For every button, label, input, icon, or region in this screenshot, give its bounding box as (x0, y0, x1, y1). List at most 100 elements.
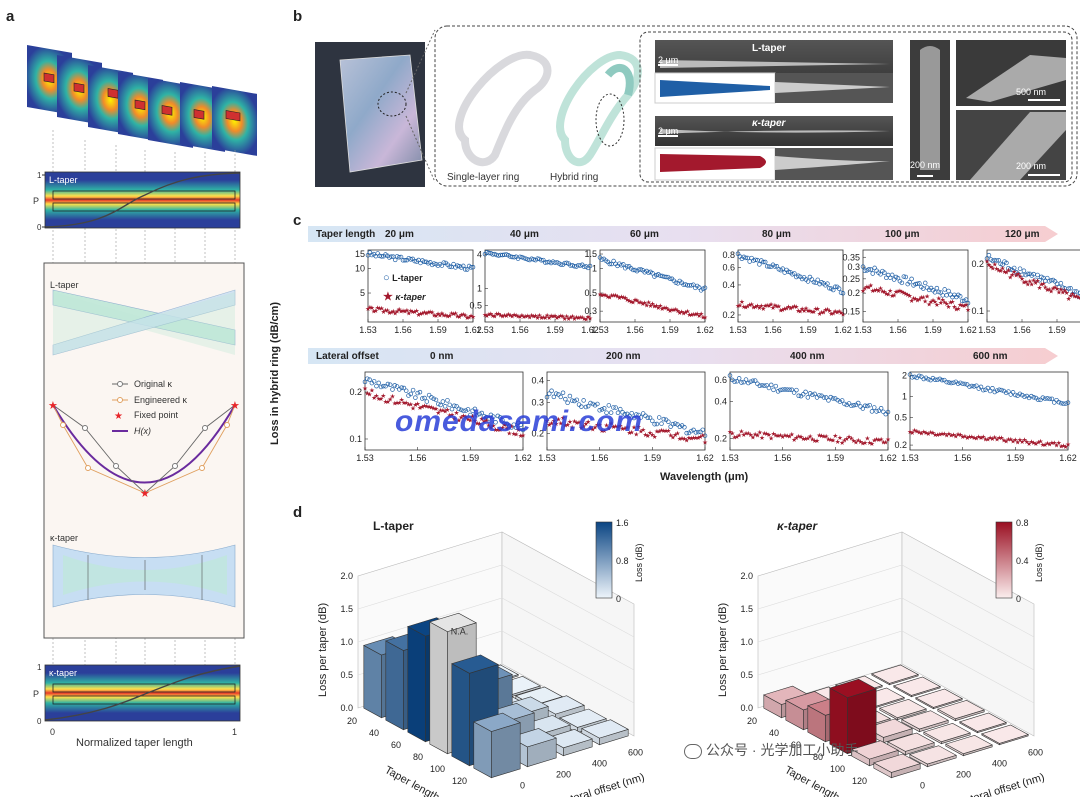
l-taper-point (762, 259, 768, 265)
k-taper-point: ★ (414, 307, 420, 315)
k-taper-point: ★ (525, 312, 531, 320)
k-taper-point: ★ (438, 407, 444, 415)
k-taper-point: ★ (679, 435, 685, 443)
l-taper-point (1008, 267, 1013, 272)
k-taper-point: ★ (506, 430, 512, 438)
l-taper-point (828, 394, 834, 400)
k-taper-point: ★ (576, 418, 582, 426)
k-taper-point: ★ (503, 312, 509, 320)
x-tick-1: 1 (232, 727, 237, 737)
l-taper-point (408, 257, 414, 262)
l-taper-point (1029, 393, 1034, 399)
l-taper-point (958, 380, 963, 386)
k-taper-point: ★ (1033, 440, 1039, 448)
k-taper-point: ★ (880, 288, 886, 296)
k-taper-point: ★ (813, 305, 819, 313)
k-taper-point: ★ (992, 261, 998, 269)
l-taper-point (1072, 289, 1077, 294)
xtick: 1.56 (774, 453, 792, 463)
k-taper-point: ★ (663, 304, 669, 312)
k-taper-point: ★ (615, 423, 621, 431)
k-taper-point: ★ (583, 316, 589, 324)
l-taper-point (387, 382, 393, 387)
k-taper-point: ★ (796, 432, 802, 440)
l-taper-point (654, 421, 660, 427)
k-taper-point: ★ (839, 439, 845, 447)
k-taper-point: ★ (392, 309, 398, 317)
l-taper-point (909, 276, 914, 282)
l-taper-point (803, 389, 808, 395)
l-taper-point (567, 393, 573, 399)
k-taper-point: ★ (992, 434, 998, 442)
k-taper-point: ★ (876, 287, 882, 295)
k-taper-point: ★ (390, 308, 396, 316)
l-taper-point (379, 254, 384, 259)
l-taper-point (682, 425, 687, 430)
l-taper-point (960, 381, 965, 386)
l-taper-point (424, 399, 430, 404)
l-taper-point (805, 395, 811, 400)
k-taper-point: ★ (1005, 267, 1011, 275)
k-taper-point: ★ (442, 407, 448, 415)
k-taper-point: ★ (677, 309, 683, 317)
middle-l-taper-label: L-taper (50, 280, 79, 290)
xtick: 1.62 (514, 453, 532, 463)
l-taper-point (659, 421, 664, 426)
z-tick: 1.0 (340, 637, 353, 647)
k-taper-point: ★ (449, 411, 455, 419)
k-taper-point: ★ (670, 434, 676, 442)
taper-tick: 20 (747, 716, 757, 726)
l-taper-point (919, 374, 924, 379)
k-taper-point: ★ (915, 296, 921, 304)
l-taper-point (374, 383, 379, 389)
bar (901, 710, 949, 733)
k-taper-point: ★ (909, 297, 915, 305)
k-taper-point: ★ (961, 302, 967, 310)
l-taper-point (846, 401, 852, 406)
k-taper-point: ★ (486, 421, 492, 429)
bar (473, 712, 521, 779)
k-taper-point: ★ (752, 431, 758, 439)
k-taper-point: ★ (759, 434, 765, 442)
k-taper-point: ★ (990, 435, 996, 443)
k-taper-point: ★ (745, 302, 751, 310)
k-taper-point: ★ (832, 432, 838, 440)
k-taper-point: ★ (668, 432, 674, 440)
k-taper-point: ★ (509, 313, 515, 321)
l-taper-point (523, 256, 529, 261)
k-taper-point: ★ (811, 308, 817, 316)
k-taper-point: ★ (679, 308, 685, 316)
subplot-4: 0.20.40.60.81.53 1.56 1.59 1.62★★★★★★★★★★★★… (722, 249, 852, 335)
legend-h: H(x) (134, 426, 151, 436)
k-taper-point: ★ (659, 426, 665, 434)
k-taper-point: ★ (1062, 287, 1068, 295)
l-taper-point (412, 258, 417, 264)
l-taper-point (878, 406, 884, 411)
l-taper-point (1074, 289, 1079, 294)
k-taper-point: ★ (766, 431, 772, 439)
k-taper-point: ★ (627, 429, 633, 437)
l-taper-point (827, 285, 832, 291)
k-taper-point: ★ (467, 416, 473, 424)
k-taper-point: ★ (782, 305, 788, 313)
l-taper-point (811, 279, 817, 285)
k-taper-point: ★ (870, 287, 876, 295)
k-taper-point: ★ (552, 312, 558, 320)
l-taper-point (766, 264, 772, 269)
l-taper-point (378, 384, 384, 390)
k-taper-point: ★ (777, 431, 783, 439)
colorbar-tick: 0 (1016, 594, 1021, 604)
k-taper-point: ★ (846, 433, 852, 441)
k-taper-point: ★ (553, 420, 559, 428)
k-taper-point: ★ (1017, 273, 1023, 281)
k-taper-point: ★ (622, 294, 628, 302)
k-taper-point: ★ (502, 421, 508, 429)
k-taper-point: ★ (398, 308, 404, 316)
k-taper-point: ★ (572, 418, 578, 426)
k-taper-point: ★ (751, 303, 757, 311)
k-taper-point: ★ (816, 431, 822, 439)
ytick: 1 (477, 284, 482, 294)
k-taper-point: ★ (671, 306, 677, 314)
l-taper-point (607, 261, 612, 267)
